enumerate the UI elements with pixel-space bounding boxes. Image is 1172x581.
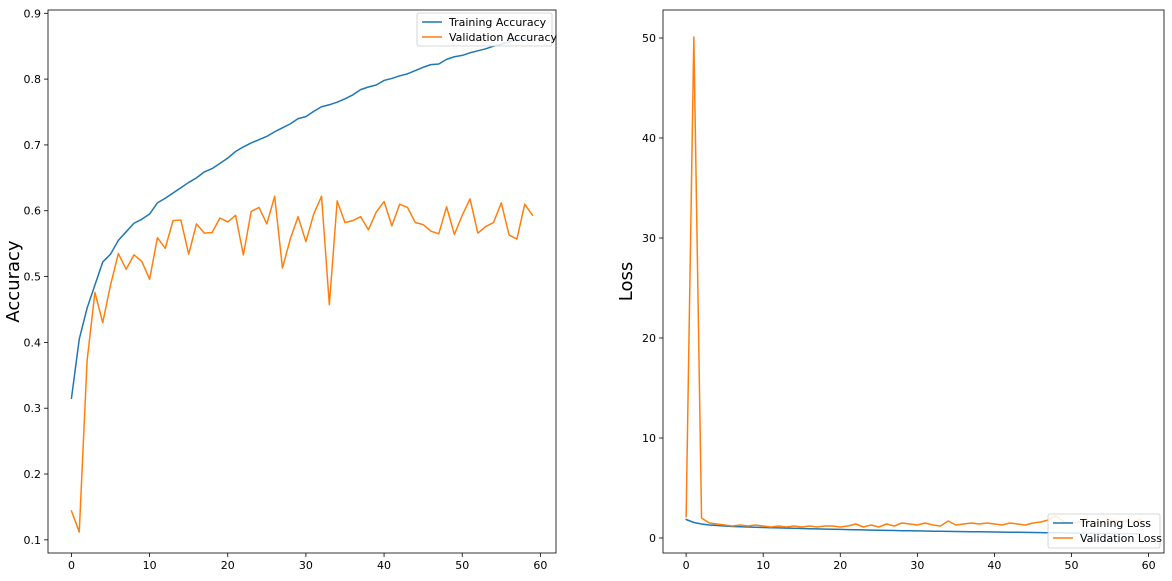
y-tick-label: 0.3 <box>24 402 42 415</box>
axes-frame <box>662 9 1165 554</box>
x-tick-label: 20 <box>221 559 235 572</box>
x-tick-label: 30 <box>910 559 924 572</box>
y-tick-label: 0.7 <box>24 139 42 152</box>
series-line-training-accuracy <box>70 35 534 400</box>
chart-panel-accuracy: 0 10 20 30 40 50 60 0.1 0.2 0.3 0.4 0.5 0.6 0.7 0.8 0.9… <box>3 7 558 572</box>
x-tick-label: 40 <box>987 559 1001 572</box>
x-tick-label: 60 <box>1142 559 1156 572</box>
y-tick-label: 0 <box>649 532 656 545</box>
y-tick-label: 0.8 <box>24 73 42 86</box>
y-tick-label: 0.6 <box>24 205 42 218</box>
legend: Training Loss Validation Loss <box>1047 513 1162 549</box>
legend-box <box>1047 513 1161 549</box>
series-line-validation-accuracy <box>70 195 534 533</box>
x-tick-label: 30 <box>299 559 313 572</box>
x-tick-label: 10 <box>756 559 770 572</box>
chart-panel-loss: 0 10 20 30 40 50 60 0 10 20 30 40 50 Loss Training Los… <box>616 9 1165 572</box>
x-tick-label: 60 <box>533 559 547 572</box>
x-tick-label: 10 <box>143 559 157 572</box>
legend-label: Validation Accuracy <box>449 31 558 44</box>
x-tick-label: 50 <box>1065 559 1079 572</box>
y-tick-label: 40 <box>642 132 656 145</box>
y-tick-label: 50 <box>642 32 656 45</box>
x-tick-label: 40 <box>377 559 391 572</box>
y-tick-label: 0.4 <box>24 336 42 349</box>
legend: Training Accuracy Validation Accuracy <box>416 12 558 47</box>
series-group <box>70 35 534 533</box>
y-tick-label: 0.2 <box>24 468 42 481</box>
axes-frame <box>47 9 557 554</box>
series-line-validation-loss <box>685 36 1142 528</box>
legend-box <box>416 12 553 47</box>
x-tick-label: 0 <box>68 559 75 572</box>
legend-label: Training Loss <box>1079 517 1151 530</box>
y-tick-label: 0.9 <box>24 7 42 20</box>
y-tick-label: 0.5 <box>24 271 42 284</box>
y-tick-label: 20 <box>642 332 656 345</box>
y-axis-title: Loss <box>616 262 637 301</box>
y-tick-label: 30 <box>642 232 656 245</box>
legend-label: Validation Loss <box>1080 532 1162 545</box>
x-tick-label: 0 <box>683 559 690 572</box>
x-tick-label: 20 <box>833 559 847 572</box>
series-group <box>685 36 1142 535</box>
legend-label: Training Accuracy <box>448 16 547 29</box>
y-axis-title: Accuracy <box>3 240 24 323</box>
x-tick-label: 50 <box>455 559 469 572</box>
y-tick-label: 10 <box>642 432 656 445</box>
y-tick-label: 0.1 <box>24 534 42 547</box>
